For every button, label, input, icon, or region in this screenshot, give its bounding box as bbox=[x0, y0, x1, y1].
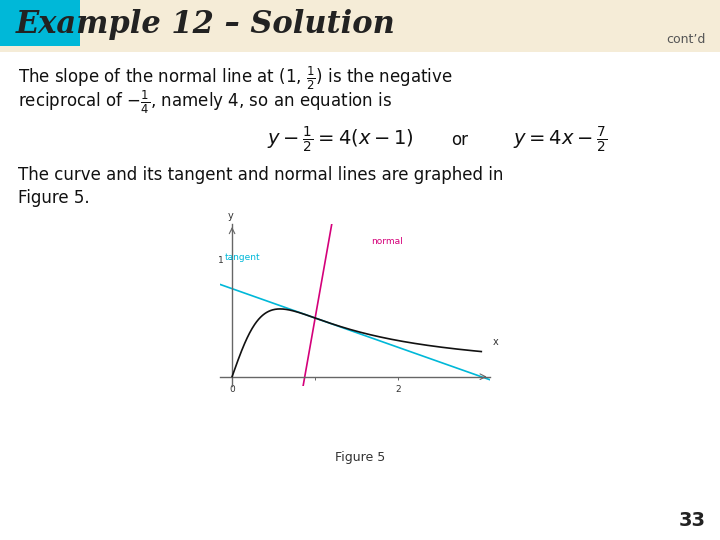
Text: Example 12 – Solution: Example 12 – Solution bbox=[16, 9, 396, 39]
FancyBboxPatch shape bbox=[0, 0, 80, 46]
FancyBboxPatch shape bbox=[0, 0, 720, 52]
Text: y: y bbox=[228, 211, 233, 221]
Text: $y = 4x - \frac{7}{2}$: $y = 4x - \frac{7}{2}$ bbox=[513, 125, 607, 155]
Text: $y - \frac{1}{2} = 4(x - 1)$: $y - \frac{1}{2} = 4(x - 1)$ bbox=[266, 125, 413, 155]
Text: Figure 5: Figure 5 bbox=[335, 451, 385, 464]
Text: cont’d: cont’d bbox=[667, 33, 706, 46]
Text: x: x bbox=[492, 338, 498, 347]
Text: tangent: tangent bbox=[225, 253, 261, 262]
Text: 33: 33 bbox=[679, 511, 706, 530]
Text: or: or bbox=[451, 131, 469, 149]
Text: normal: normal bbox=[371, 237, 402, 246]
Text: Figure 5.: Figure 5. bbox=[18, 189, 89, 207]
Text: The slope of the normal line at (1, $\frac{1}{2}$) is the negative: The slope of the normal line at (1, $\fr… bbox=[18, 64, 453, 92]
Text: reciprocal of $-\frac{1}{4}$, namely 4, so an equation is: reciprocal of $-\frac{1}{4}$, namely 4, … bbox=[18, 89, 392, 116]
Text: The curve and its tangent and normal lines are graphed in: The curve and its tangent and normal lin… bbox=[18, 166, 503, 184]
